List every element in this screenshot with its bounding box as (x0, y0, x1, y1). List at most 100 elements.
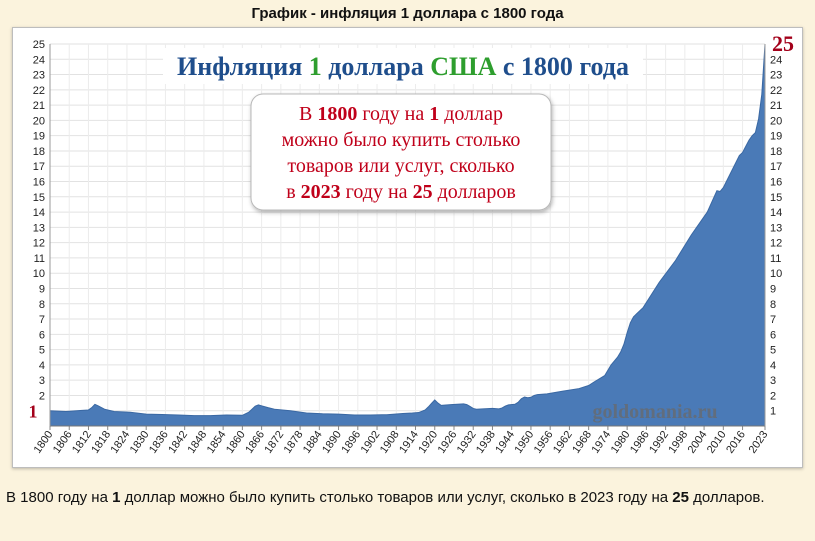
x-tick-label: 2016 (724, 429, 748, 456)
x-tick-label: 1956 (532, 429, 556, 456)
annotation-segment: году на (341, 181, 413, 203)
annotation-segment: доллар (439, 103, 503, 125)
x-tick-label: 1812 (70, 429, 94, 456)
y-tick-label-right: 18 (770, 146, 782, 158)
y-tick-label-left: 9 (39, 283, 45, 295)
x-tick-label: 1860 (224, 429, 248, 456)
caption-text: В 1800 году на 1 доллар можно было купит… (6, 486, 806, 509)
x-tick-label: 1830 (128, 429, 152, 456)
annotation-line: в 2023 году на 25 долларов (286, 181, 516, 203)
start-label-bg (20, 400, 46, 421)
chart-overlays: Инфляция 1 доллара США с 1800 года В 1800… (20, 31, 800, 423)
end-label-bg (766, 33, 800, 55)
annotation-segment: в (286, 181, 300, 203)
x-tick-label: 1884 (301, 429, 325, 456)
area-series (49, 43, 766, 427)
x-tick-label: 1866 (243, 429, 267, 456)
y-tick-label-right: 11 (770, 253, 781, 265)
x-tick-label: 1932 (455, 429, 479, 456)
annotation-line: В 1800 году на 1 доллар (299, 103, 503, 125)
page-heading: График - инфляция 1 доллара с 1800 года (251, 5, 564, 22)
x-tick-label: 1896 (339, 429, 363, 456)
y-tick-label-left: 23 (33, 70, 45, 82)
caption-number-1: 1 (112, 489, 121, 506)
y-tick-label-right: 16 (770, 177, 782, 189)
chart-title-part: с (496, 52, 521, 81)
chart-title: Инфляция 1 доллара США с 1800 года (177, 52, 629, 81)
y-tick-label-left: 17 (33, 161, 45, 173)
x-tick-label: 1950 (513, 429, 537, 456)
y-tick-label-left: 5 (39, 345, 45, 357)
y-tick-label-right: 4 (770, 360, 776, 372)
x-tick-label: 1986 (628, 429, 652, 456)
x-tick-label: 1872 (262, 429, 286, 456)
inflation-area (49, 43, 766, 427)
y-tick-label-right: 19 (770, 131, 782, 143)
annotation-segment: можно было купить столько (282, 129, 521, 151)
y-tick-label-left: 18 (33, 146, 45, 158)
y-tick-label-right: 13 (770, 222, 782, 234)
x-tick-label: 1908 (378, 429, 402, 456)
x-tick-label: 1836 (147, 429, 171, 456)
x-tick-label: 1854 (205, 429, 229, 456)
annotation-segment: товаров или услуг, сколько (287, 155, 514, 177)
y-tick-label-left: 6 (39, 329, 45, 341)
x-tick-label: 1914 (397, 429, 421, 456)
chart-title-part: США (430, 52, 496, 81)
x-tick-label: 1992 (647, 429, 671, 456)
y-tick-label-left: 10 (33, 268, 45, 280)
grid-lines (49, 43, 766, 426)
x-tick-label: 1806 (51, 429, 75, 456)
x-tick-label: 1938 (474, 429, 498, 456)
y-tick-label-left: 12 (33, 238, 45, 250)
y-tick-label-left: 2 (39, 390, 45, 402)
y-tick-label-right: 23 (770, 70, 782, 82)
y-tick-label-right: 8 (770, 299, 776, 311)
y-tick-label-right: 10 (770, 268, 782, 280)
x-tick-label: 1998 (666, 429, 690, 456)
y-tick-label-left: 4 (39, 360, 45, 372)
y-tick-label-right: 20 (770, 115, 782, 127)
axes (49, 44, 766, 430)
y-tick-label-left: 16 (33, 177, 45, 189)
annotation-segment: 25 (413, 181, 433, 203)
y-tick-label-left: 25 (33, 39, 45, 51)
y-tick-label-right: 21 (770, 100, 782, 112)
y-tick-label-right: 1 (770, 406, 776, 418)
y-tick-label-left: 7 (39, 314, 45, 326)
x-tick-label: 1818 (89, 429, 113, 456)
x-tick-label: 1962 (551, 429, 575, 456)
y-tick-label-left: 15 (33, 192, 45, 204)
x-tick-label: 1878 (282, 429, 306, 456)
x-tick-label: 1848 (185, 429, 209, 456)
y-tick-label-right: 2 (770, 390, 776, 402)
y-tick-label-left: 21 (33, 100, 45, 112)
y-tick-label-left: 19 (33, 131, 45, 143)
annotation-segment: году на (357, 103, 429, 125)
y-tick-label-left: 20 (33, 115, 45, 127)
caption-number-25: 25 (672, 489, 689, 506)
y-tick-label-right: 9 (770, 283, 776, 295)
x-tick-label: 1974 (589, 429, 613, 456)
x-tick-label: 2023 (747, 429, 771, 456)
caption-part-2: доллар можно было купить столько товаров… (120, 489, 673, 506)
y-tick-label-right: 14 (770, 207, 782, 219)
x-tick-label: 1842 (166, 429, 190, 456)
x-tick-label: 2010 (705, 429, 729, 456)
x-tick-label: 1890 (320, 429, 344, 456)
chart-title-part: 1 (309, 52, 322, 81)
chart-title-part: года (573, 52, 629, 81)
chart-title-part: доллара (322, 52, 430, 81)
x-tick-label: 1902 (359, 429, 383, 456)
annotation-line: можно было купить столько (282, 129, 521, 151)
y-tick-label-right: 12 (770, 238, 782, 250)
chart-title-part: Инфляция (177, 52, 309, 81)
x-tick-label: 1800 (32, 429, 56, 456)
y-tick-label-right: 3 (770, 375, 776, 387)
x-tick-label: 1824 (109, 429, 133, 456)
annotation-segment: 1800 (317, 103, 357, 125)
y-tick-label-right: 22 (770, 85, 782, 97)
end-value-label: 25 (772, 31, 794, 56)
annotation-box (250, 93, 552, 211)
caption-part-1: В 1800 году на (6, 489, 113, 506)
